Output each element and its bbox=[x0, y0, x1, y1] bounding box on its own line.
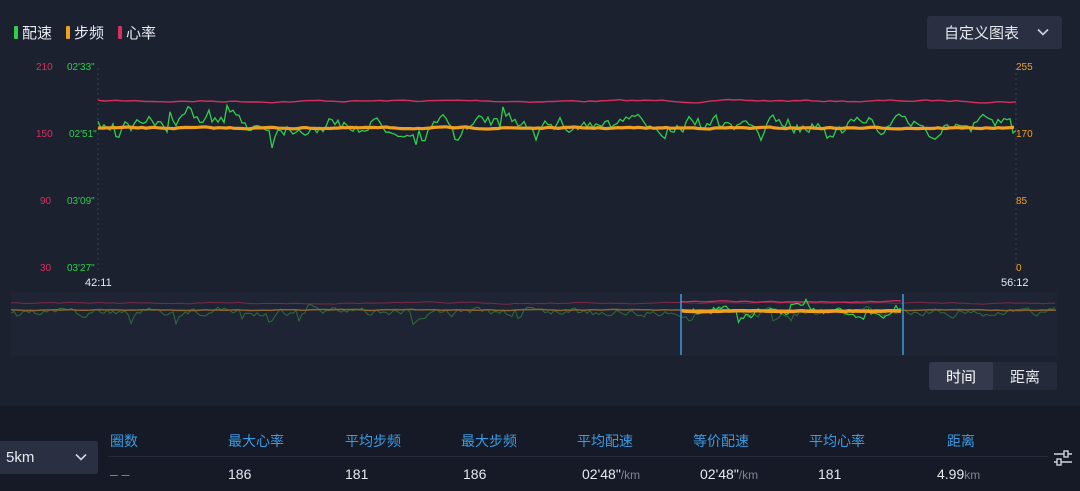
hr-tick-150: 150 bbox=[36, 129, 53, 140]
chevron-down-icon bbox=[1037, 28, 1049, 36]
legend-cadence-label: 步频 bbox=[74, 25, 105, 42]
overview-pace-line bbox=[10, 303, 1056, 326]
pace-swatch bbox=[14, 26, 18, 39]
eq-pace-unit: /km bbox=[738, 468, 759, 482]
cadence-swatch bbox=[66, 26, 71, 39]
eq-pace-number: 02'48" bbox=[700, 466, 739, 482]
cadence-tick-0: 0 bbox=[1016, 263, 1022, 274]
cadence-tick-255: 255 bbox=[1016, 62, 1033, 73]
distance-unit: km bbox=[964, 468, 981, 482]
header-avg-pace: 平均配速 bbox=[577, 433, 633, 449]
time-start: 42:11 bbox=[85, 277, 112, 289]
hr-tick-30: 30 bbox=[40, 263, 52, 274]
header-avg-hr: 平均心率 bbox=[809, 433, 865, 449]
selection-cadence-line bbox=[680, 308, 902, 314]
toggle-distance-button[interactable]: 距离 bbox=[993, 362, 1057, 390]
overview-heart-rate-line bbox=[11, 301, 1056, 305]
navigator-background bbox=[11, 292, 1057, 356]
chevron-down-icon bbox=[75, 453, 87, 461]
distance-number: 4.99 bbox=[937, 466, 965, 482]
pace-tick-3: 03'09" bbox=[67, 196, 95, 207]
custom-chart-dropdown[interactable]: 自定义图表 bbox=[927, 16, 1062, 49]
pace-tick-2: 02'51" bbox=[69, 129, 97, 140]
value-max-cadence: 186 bbox=[463, 466, 487, 482]
value-laps: – – bbox=[110, 466, 130, 482]
value-avg-pace: 02'48"/km bbox=[582, 466, 640, 482]
cadence-line bbox=[97, 125, 1015, 131]
toggle-distance-label: 距离 bbox=[1009, 368, 1040, 386]
cadence-tick-85: 85 bbox=[1016, 196, 1028, 207]
header-laps: 圈数 bbox=[110, 433, 138, 449]
legend-cadence[interactable]: 步频 bbox=[66, 22, 104, 43]
sliders-icon[interactable] bbox=[1052, 448, 1074, 468]
custom-chart-label: 自定义图表 bbox=[944, 25, 1020, 42]
toggle-time-button[interactable]: 时间 bbox=[929, 362, 993, 390]
time-end: 56:12 bbox=[1001, 277, 1029, 289]
toggle-time-label: 时间 bbox=[945, 368, 976, 386]
header-eq-pace: 等价配速 bbox=[693, 433, 749, 449]
lap-distance-value: 5km bbox=[6, 449, 35, 466]
value-distance: 4.99km bbox=[937, 466, 980, 482]
stats-divider bbox=[108, 456, 1048, 457]
header-max-hr: 最大心率 bbox=[228, 433, 284, 449]
header-max-cadence: 最大步频 bbox=[461, 433, 517, 449]
avg-pace-unit: /km bbox=[620, 468, 641, 482]
value-max-hr: 186 bbox=[228, 466, 252, 482]
stats-panel bbox=[0, 406, 1080, 491]
pace-tick-1: 02'33" bbox=[67, 62, 95, 73]
overview-navigator[interactable] bbox=[10, 292, 1057, 356]
lap-distance-select[interactable]: 5km bbox=[0, 441, 98, 474]
legend-heart-rate-label: 心率 bbox=[126, 25, 157, 42]
activity-chart bbox=[10, 68, 1057, 356]
value-eq-pace: 02'48"/km bbox=[700, 466, 758, 482]
hr-tick-90: 90 bbox=[40, 196, 52, 207]
heart-rate-swatch bbox=[118, 26, 123, 39]
pace-line bbox=[97, 103, 1017, 149]
legend-heart-rate[interactable]: 心率 bbox=[118, 22, 156, 43]
header-avg-cadence: 平均步频 bbox=[345, 433, 401, 449]
avg-pace-number: 02'48" bbox=[582, 466, 621, 482]
main-plot bbox=[97, 68, 1017, 272]
heart-rate-line bbox=[97, 98, 1017, 104]
pace-tick-4: 03'27" bbox=[67, 263, 95, 274]
legend-pace-label: 配速 bbox=[22, 25, 53, 42]
value-avg-cadence: 181 bbox=[345, 466, 369, 482]
value-avg-hr: 181 bbox=[818, 466, 842, 482]
legend-pace[interactable]: 配速 bbox=[14, 22, 52, 43]
hr-tick-210: 210 bbox=[36, 62, 53, 73]
selection-pace-line bbox=[680, 297, 902, 325]
header-distance: 距离 bbox=[947, 433, 975, 449]
chart-legend: 配速 步频 心率 bbox=[14, 22, 156, 43]
selection-heart-rate-line bbox=[680, 300, 902, 304]
cadence-tick-170: 170 bbox=[1016, 129, 1033, 140]
